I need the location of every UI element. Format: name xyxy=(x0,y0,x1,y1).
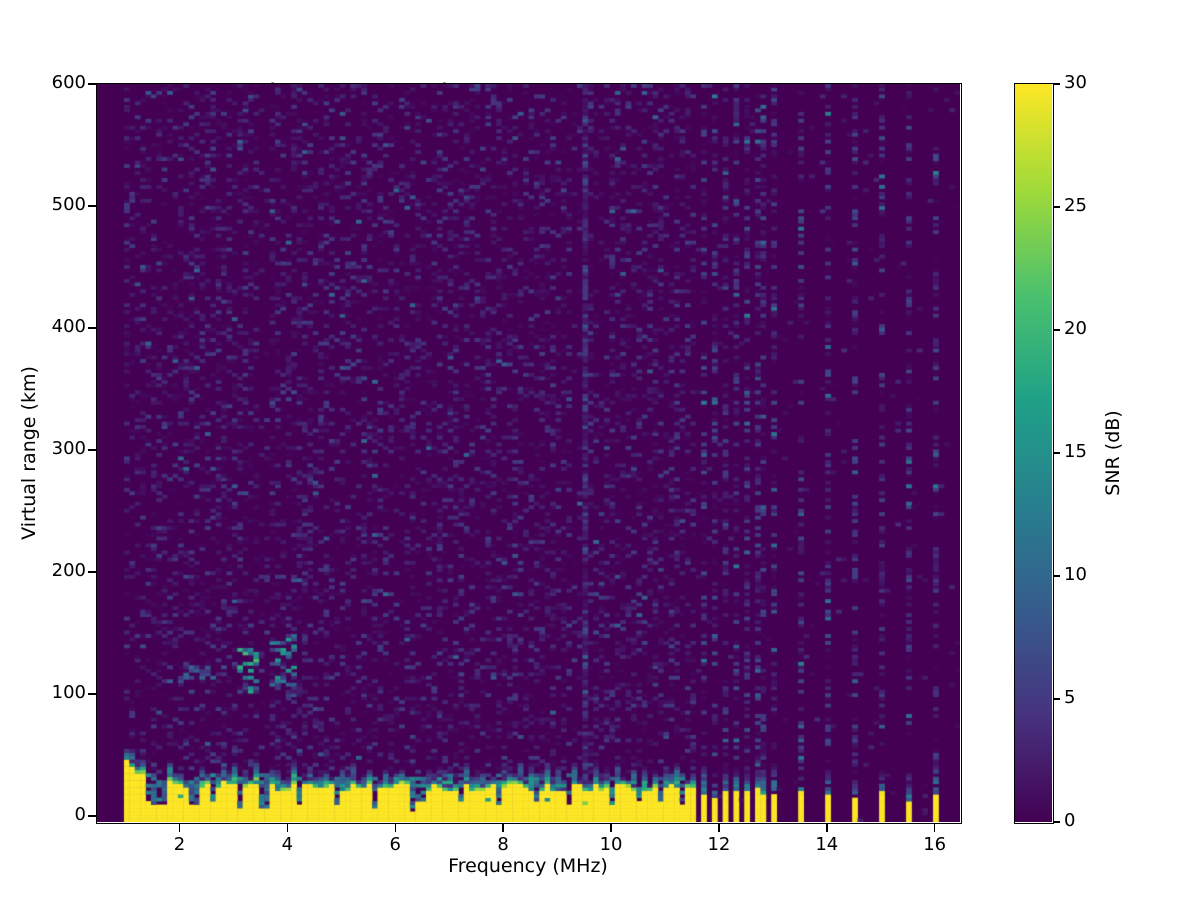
x-tick xyxy=(178,823,181,832)
colorbar-tick xyxy=(1052,329,1060,331)
x-axis-label: Frequency (MHz) xyxy=(448,855,608,877)
colorbar-tick-label: 25 xyxy=(1064,195,1087,216)
x-tick xyxy=(718,823,720,832)
y-tick xyxy=(87,327,96,329)
y-tick-label: 400 xyxy=(51,315,86,337)
x-tick xyxy=(394,823,397,832)
x-tick-label: 14 xyxy=(815,834,839,855)
y-tick xyxy=(87,449,96,451)
y-tick-label: 100 xyxy=(51,681,86,703)
y-tick-label: 0 xyxy=(74,803,86,825)
y-tick-label: 200 xyxy=(51,559,86,581)
colorbar-tick-label: 0 xyxy=(1064,810,1076,831)
y-tick xyxy=(87,83,96,85)
ionogram-heatmap-canvas xyxy=(97,84,960,822)
colorbar-tick xyxy=(1052,452,1060,454)
colorbar-tick-label: 20 xyxy=(1064,318,1087,339)
x-tick xyxy=(826,823,828,832)
x-tick-label: 10 xyxy=(599,834,623,855)
x-tick-label: 12 xyxy=(707,834,731,855)
x-tick xyxy=(286,823,289,832)
colorbar-tick xyxy=(1052,83,1060,85)
y-tick xyxy=(87,571,96,573)
x-tick-label: 8 xyxy=(497,834,509,855)
colorbar-tick xyxy=(1052,206,1060,208)
colorbar-tick-label: 5 xyxy=(1064,687,1076,708)
y-tick-label: 600 xyxy=(51,72,86,93)
colorbar-tick-label: 15 xyxy=(1064,441,1087,462)
x-tick-label: 2 xyxy=(173,834,186,855)
x-tick-label: 4 xyxy=(281,834,294,855)
y-tick-label: 300 xyxy=(51,437,86,459)
x-tick-label: 16 xyxy=(923,834,947,855)
y-tick xyxy=(87,205,96,207)
plot-frame xyxy=(95,82,962,824)
colorbar-tick xyxy=(1052,575,1060,577)
x-tick xyxy=(502,823,504,832)
colorbar-tick xyxy=(1052,698,1060,700)
y-tick-label: 500 xyxy=(51,193,86,215)
y-tick xyxy=(87,815,96,817)
y-tick xyxy=(87,693,96,695)
colorbar-tick-label: 30 xyxy=(1064,72,1087,93)
colorbar-gradient xyxy=(1015,84,1052,822)
x-tick-label: 6 xyxy=(389,834,401,855)
colorbar-tick-label: 10 xyxy=(1064,564,1087,585)
x-tick xyxy=(610,823,612,832)
x-tick xyxy=(933,823,936,832)
colorbar-tick xyxy=(1052,821,1060,823)
